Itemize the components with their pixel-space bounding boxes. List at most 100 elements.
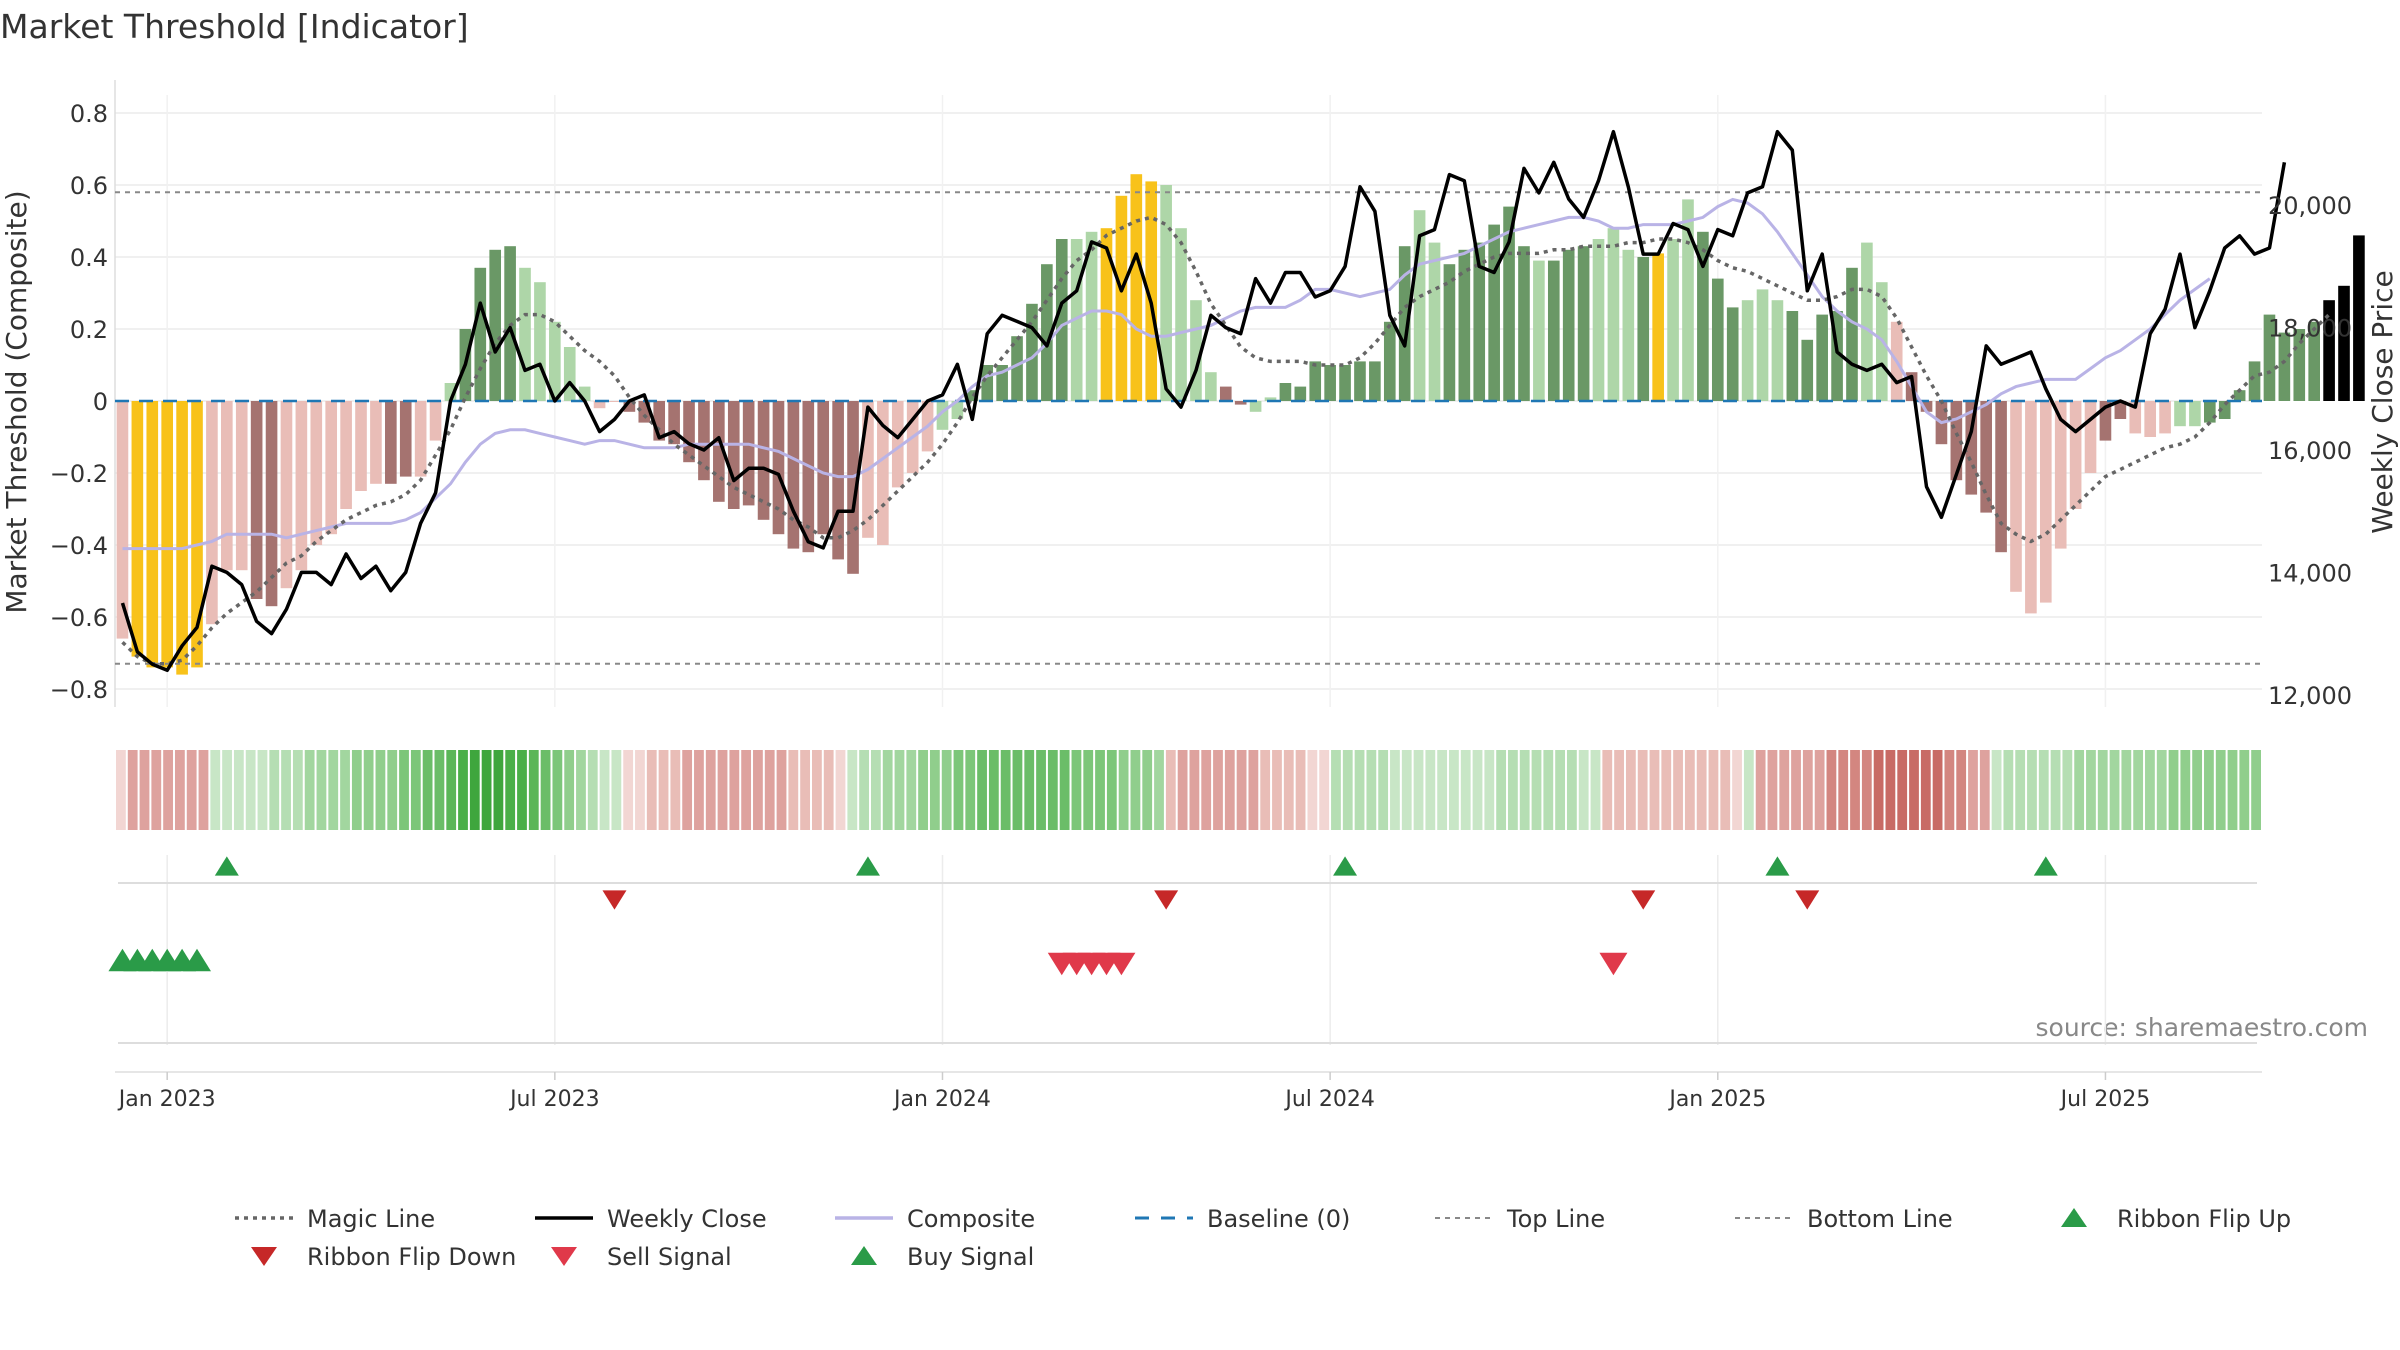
- ribbon-cell: [1991, 750, 2002, 830]
- composite-bar: [1697, 231, 1709, 401]
- composite-bar: [1369, 361, 1381, 401]
- composite-bar: [1920, 401, 1933, 412]
- ribbon-cell: [953, 750, 964, 830]
- composite-bar: [1547, 260, 1560, 401]
- composite-bar: [325, 401, 338, 535]
- ribbon-cell: [941, 750, 952, 830]
- y2-tick-label: 16,000: [2268, 437, 2352, 465]
- ribbon-cell: [977, 750, 987, 830]
- composite-bar: [1577, 246, 1590, 401]
- ribbon-cell: [2239, 750, 2250, 830]
- ribbon-cell: [823, 750, 834, 830]
- composite-bar: [1085, 231, 1098, 401]
- ribbon-cell: [186, 750, 197, 830]
- signal-markers: [108, 856, 2058, 976]
- ribbon-cell: [2015, 750, 2026, 830]
- y-tick-label: −0.6: [50, 604, 108, 632]
- ribbon-cell: [2180, 750, 2191, 830]
- composite-bar: [2054, 401, 2067, 549]
- ribbon-cell: [1578, 750, 1589, 830]
- ribbon-cell: [127, 750, 138, 830]
- ribbon-flip-up-marker: [855, 856, 880, 876]
- composite-bar: [310, 401, 323, 545]
- ribbon-cell: [1236, 750, 1247, 830]
- gridlines: [114, 80, 2262, 1073]
- ribbon-cell: [1956, 750, 1967, 830]
- legend-item: Baseline (0): [1135, 1205, 1350, 1233]
- ribbon-cell: [2121, 750, 2132, 830]
- composite-bar: [1294, 386, 1307, 401]
- y-tick-label: −0.8: [50, 676, 108, 704]
- composite-bar: [817, 401, 830, 535]
- legend: Magic Line Weekly Close Composite Baseline …: [235, 1205, 2291, 1271]
- composite-bar: [1100, 228, 1113, 401]
- composite-bar: [772, 401, 785, 535]
- composite-bar: [444, 383, 457, 401]
- ribbon-cell: [705, 750, 716, 830]
- composite-bar: [176, 401, 188, 675]
- ribbon-cell: [281, 750, 291, 830]
- legend-item: Bottom Line: [1735, 1205, 1953, 1233]
- composite-bar: [593, 401, 606, 409]
- composite-bar: [1383, 321, 1396, 401]
- ribbon-cell: [481, 750, 492, 830]
- ribbon-cell: [517, 750, 527, 830]
- composite-bar: [1130, 174, 1143, 401]
- ribbon-cell: [2086, 750, 2096, 830]
- composite-bar: [116, 401, 129, 639]
- ribbon-cell: [788, 750, 799, 830]
- composite-bar: [2129, 401, 2142, 434]
- ribbon-cell: [1673, 750, 1683, 830]
- composite-bar: [668, 401, 680, 445]
- ribbon-cell: [729, 750, 740, 830]
- ribbon-cell: [1661, 750, 1672, 830]
- ribbon-cell: [894, 750, 905, 830]
- ribbon-cell: [1850, 750, 1860, 830]
- ribbon-cell: [1814, 750, 1825, 830]
- composite-bar: [429, 401, 442, 441]
- ribbon-cell: [1012, 750, 1023, 830]
- composite-bar: [2204, 401, 2216, 423]
- y-axis-ticks: 0.8 0.6 0.4 0.2 0 −0.2 −0.4 −0.6 −0.8: [50, 100, 108, 704]
- legend-swatch-triangle-up: [851, 1246, 877, 1265]
- ribbon-cell: [399, 750, 409, 830]
- ribbon-cell: [422, 750, 433, 830]
- ribbon-cell: [1696, 750, 1707, 830]
- ribbon-cell: [1319, 750, 1330, 830]
- y-tick-label: −0.4: [50, 532, 108, 560]
- composite-bar: [1279, 383, 1292, 401]
- ribbon-cell: [1472, 750, 1483, 830]
- ribbon-cell: [1071, 750, 1082, 830]
- composite-bar: [340, 401, 352, 509]
- ribbon-cell: [528, 750, 539, 830]
- ribbon-cell: [1519, 750, 1530, 830]
- ribbon-cell: [1260, 750, 1271, 830]
- composite-bar: [489, 249, 502, 401]
- ribbon-cell: [540, 750, 551, 830]
- ribbon-cell: [1425, 750, 1436, 830]
- legend-label: Baseline (0): [1207, 1205, 1350, 1233]
- composite-bar: [1011, 336, 1023, 401]
- composite-bar: [2010, 401, 2022, 592]
- ribbon-strip: [116, 750, 2261, 830]
- composite-bar: [578, 386, 591, 401]
- composite-bar: [414, 401, 427, 477]
- ribbon-cell: [753, 750, 763, 830]
- ribbon-cell: [1130, 750, 1141, 830]
- composite-bar: [2114, 401, 2127, 419]
- composite-bar: [1339, 365, 1351, 401]
- ribbon-cell: [1201, 750, 1212, 830]
- ribbon-cell: [375, 750, 386, 830]
- ribbon-flip-down-marker: [1795, 890, 1820, 910]
- composite-bar: [742, 401, 755, 506]
- y2-tick-label: 20,000: [2268, 192, 2352, 220]
- ribbon-cell: [1932, 750, 1943, 830]
- y-tick-label: 0.8: [70, 100, 108, 128]
- composite-bar: [1533, 260, 1545, 401]
- ribbon-cell: [1106, 750, 1117, 830]
- ribbon-cell: [1496, 750, 1507, 830]
- buy-signal-marker: [183, 948, 212, 972]
- ribbon-cell: [116, 750, 126, 830]
- legend-item: Weekly Close: [535, 1205, 767, 1233]
- composite-bar: [1562, 249, 1575, 401]
